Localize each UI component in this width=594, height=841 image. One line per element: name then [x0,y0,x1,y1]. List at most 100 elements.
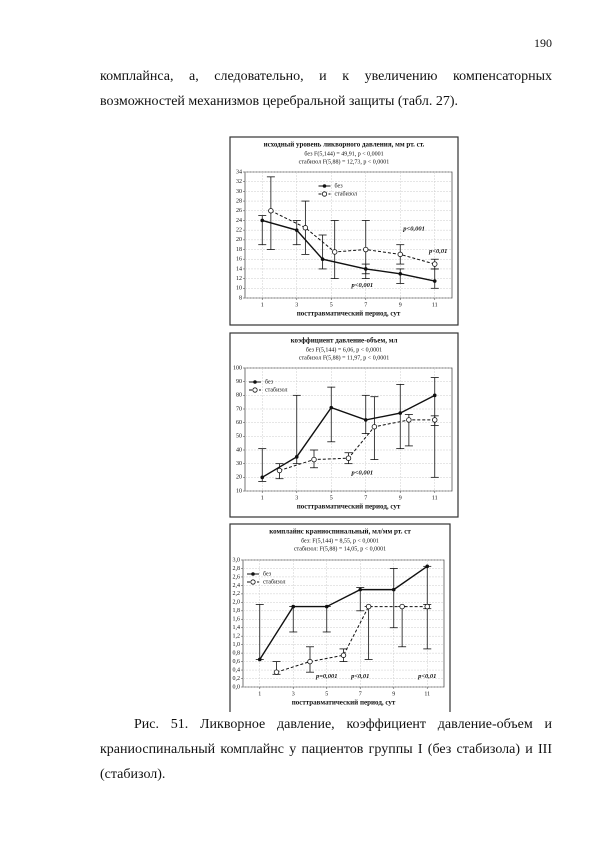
y-tick-label: 0,4 [233,667,241,673]
data-point [294,228,299,232]
data-point [329,405,334,410]
y-tick-label: 0,0 [233,684,241,690]
data-point [294,455,299,459]
y-tick-label: 26 [236,208,242,214]
y-tick-label: 28 [236,198,242,204]
data-point [257,657,262,662]
x-tick-label: 5 [325,691,328,697]
data-point [340,652,347,658]
data-point [399,603,405,610]
series-line [276,606,428,673]
legend-label: без [265,378,274,385]
legend-marker [251,572,255,576]
legend-marker [252,387,258,393]
data-point [268,208,274,214]
y-tick-label: 2,8 [233,566,241,572]
y-tick-label: 2,0 [233,600,241,606]
y-tick-label: 0,8 [233,651,241,657]
data-point [291,604,296,609]
x-tick-label: 5 [330,495,333,501]
data-point [425,564,430,569]
x-tick-label: 5 [330,302,333,308]
x-axis-label: посттравматический период, сут [297,503,401,511]
y-tick-label: 30 [236,189,242,195]
y-tick-label: 60 [236,420,242,426]
data-point [363,418,368,422]
data-point [345,455,352,461]
chart-subtitle: стабизол F(5,88) = 11,97, p < 0,0001 [299,354,389,361]
data-point [365,603,372,610]
y-tick-label: 1,4 [233,625,241,631]
y-tick-label: 30 [236,461,242,467]
series-line [261,394,436,478]
y-tick-label: 12 [236,276,242,282]
chart-subtitle: без F(5,144) = 49,91, p < 0,0001 [304,150,383,157]
y-tick-label: 50 [236,434,242,440]
annotation: p<0,01 [417,673,436,680]
y-tick-label: 32 [236,179,242,185]
y-tick-label: 8 [239,295,242,301]
x-tick-label: 9 [399,495,402,501]
y-tick-label: 90 [236,379,242,385]
y-tick-label: 1,6 [233,617,241,623]
y-tick-label: 18 [236,247,242,253]
x-tick-label: 3 [295,302,298,308]
chart-title: коэффициент давление-объем, мл [291,337,398,345]
x-tick-label: 1 [261,302,264,308]
x-tick-label: 9 [399,302,402,308]
y-tick-label: 20 [236,237,242,243]
figure: исходный уровень ликворного давления, мм… [229,136,459,712]
y-tick-label: 10 [236,488,242,494]
y-tick-label: 70 [236,406,242,412]
x-tick-label: 7 [364,302,367,308]
data-point [273,669,280,675]
legend-label: без [335,182,344,189]
y-tick-label: 1,8 [233,608,241,614]
annotation: p=0,001 [315,673,338,680]
data-point [302,225,309,231]
annotation: p<0,001 [402,226,425,233]
chart: комплайнс краниоспинальный, мл/мм рт. ст… [229,523,451,712]
data-point [371,424,378,430]
y-tick-label: 3,0 [233,557,241,563]
chart-frame [229,136,459,326]
data-point [432,417,438,423]
chart-frame [229,332,459,518]
figure-caption: Рис. 51. Ликворное давление, коэффициент… [100,717,552,782]
chart: исходный уровень ликворного давления, мм… [229,136,459,326]
legend-marker [322,184,327,188]
chart-title: исходный уровень ликворного давления, мм… [264,141,425,149]
x-tick-label: 11 [432,495,438,501]
y-tick-label: 2,4 [233,583,241,589]
annotation: p<0,001 [351,470,374,477]
data-point [307,658,313,665]
x-axis-label: посттравматический период, сут [292,699,396,707]
legend-label: без [263,570,272,577]
y-tick-label: 24 [236,218,242,224]
data-point [358,587,363,592]
y-tick-label: 2,6 [233,574,241,580]
data-point [260,475,265,480]
data-point [424,603,430,610]
y-tick-label: 14 [236,266,242,272]
chart-title: комплайнс краниоспинальный, мл/мм рт. ст [269,528,411,536]
y-tick-label: 0,6 [233,659,241,665]
x-tick-label: 7 [364,495,367,501]
y-tick-label: 16 [236,257,242,263]
y-tick-label: 100 [233,365,242,371]
y-tick-label: 20 [236,475,242,481]
legend-label: стабизол [335,190,358,197]
data-point [432,393,437,398]
legend-label: стабизол [263,578,286,585]
legend-label: стабизол [265,386,288,393]
x-tick-label: 11 [424,691,430,697]
x-axis-label: посттравматический период, сут [297,310,401,318]
data-point [432,261,438,267]
data-point [398,271,403,276]
data-point [432,279,437,283]
data-point [391,587,396,592]
y-tick-label: 22 [236,228,242,234]
y-tick-label: 40 [236,447,242,453]
data-point [311,456,317,463]
